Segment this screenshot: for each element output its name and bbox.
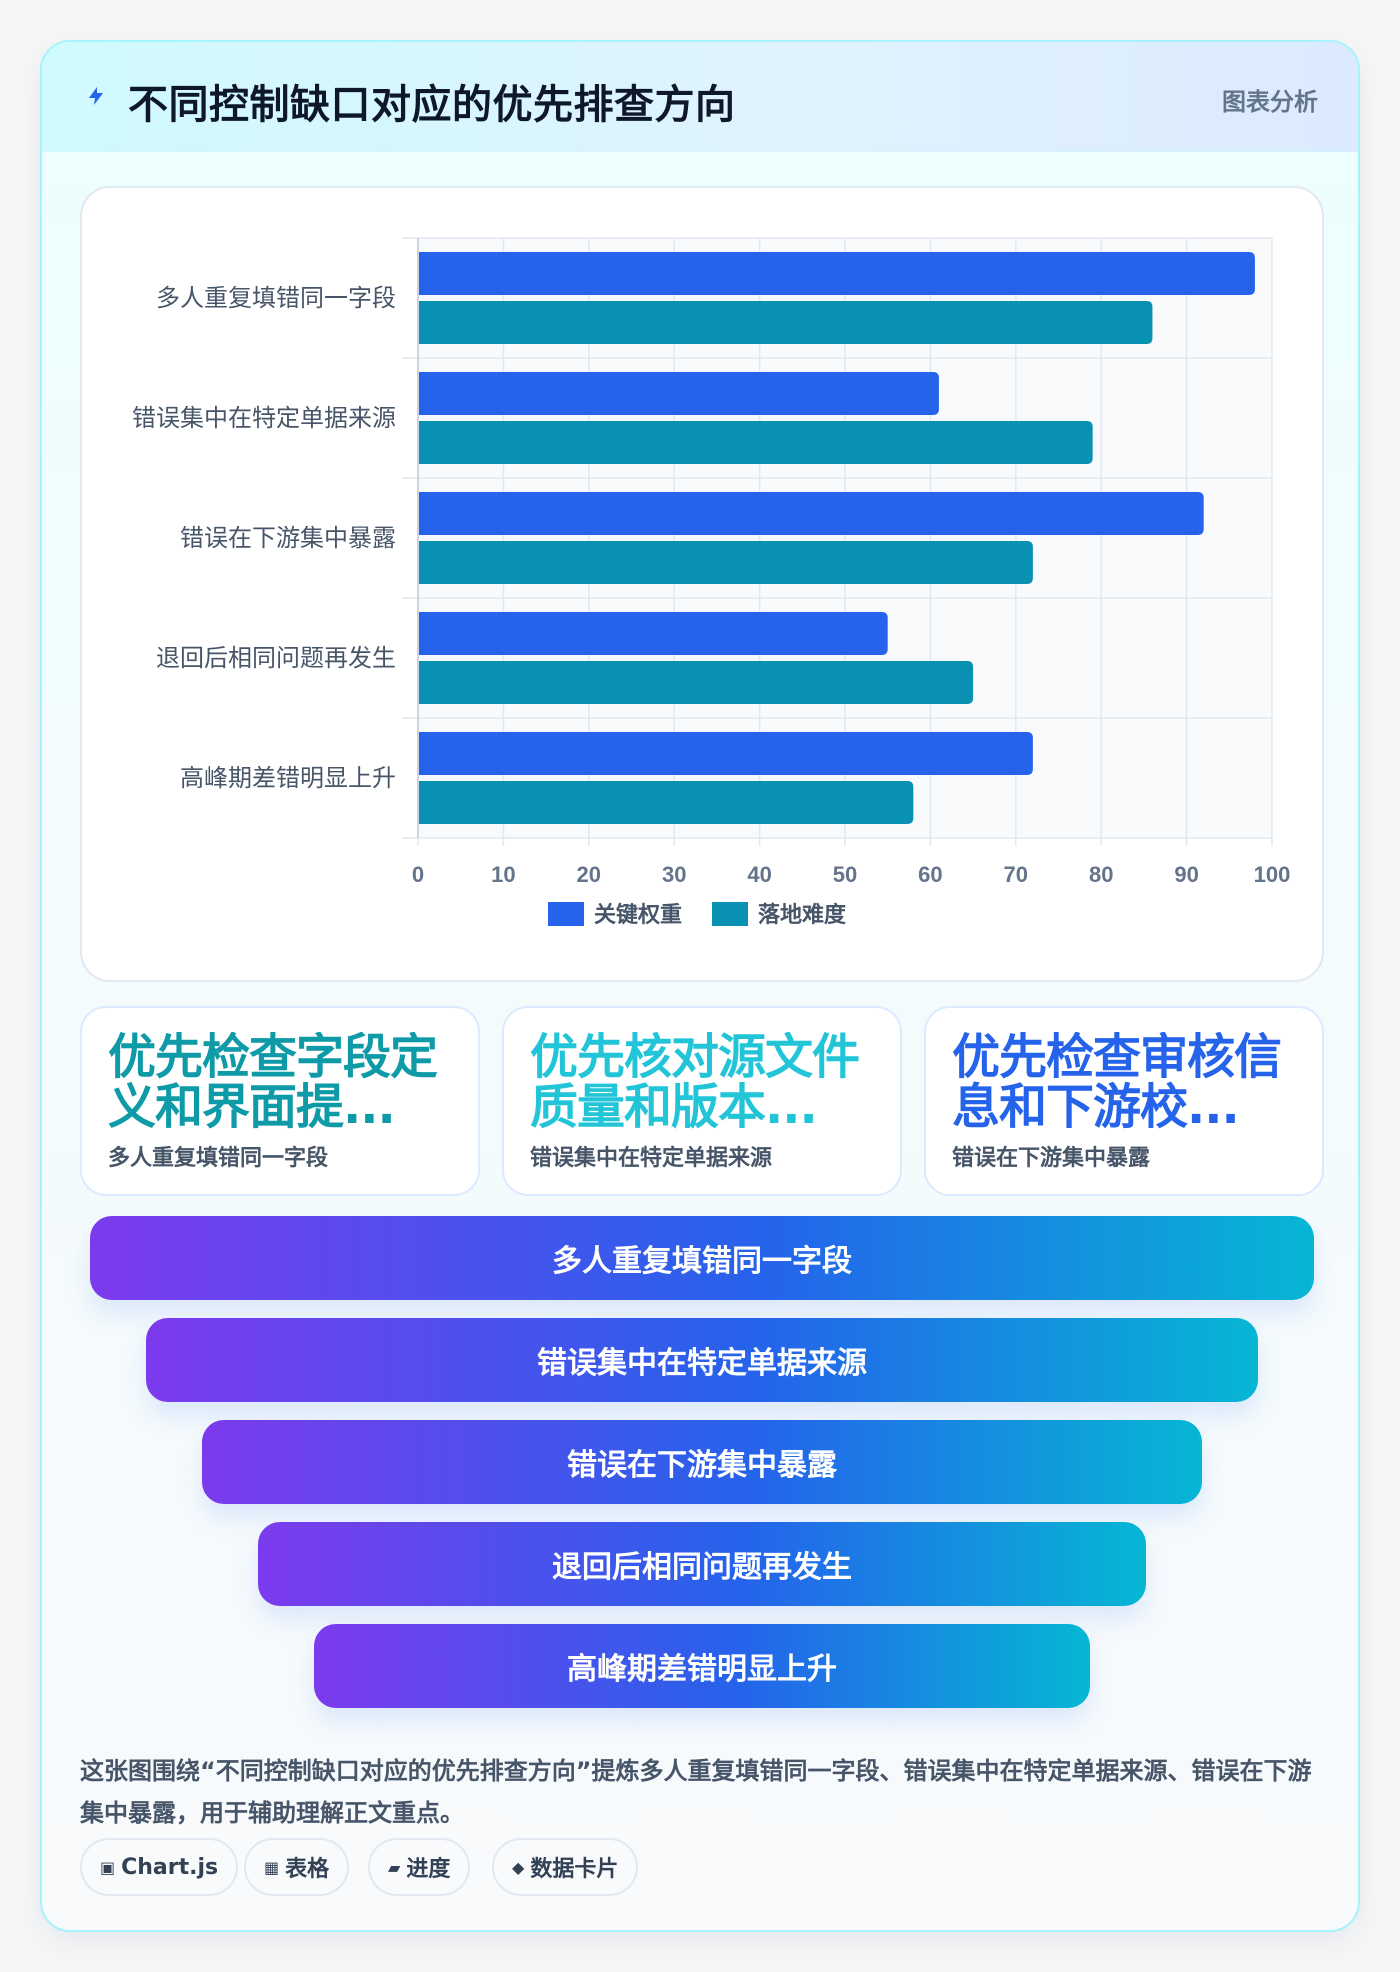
bar	[418, 781, 914, 824]
y-tick-label: 高峰期差错明显上升	[180, 764, 396, 792]
lightning-icon	[89, 87, 103, 105]
chip-label: 表格	[285, 1857, 330, 1882]
kpi-cards: 优先检查字段定义和界面提... 多人重复填错同一字段 优先核对源文件质量和版本.…	[80, 1006, 1324, 1196]
chart-summary: 这张图围绕“不同控制缺口对应的优先排查方向”提炼多人重复填错同一字段、错误集中在…	[80, 1757, 1312, 1827]
x-tick-label: 70	[1004, 862, 1028, 887]
legend-label: 关键权重	[594, 902, 682, 928]
chart-analysis-tag: 图表分析	[1222, 88, 1318, 116]
x-tick-label: 80	[1089, 862, 1113, 887]
kpi-subtitle: 错误集中在特定单据来源	[530, 1146, 773, 1171]
bar	[418, 492, 1204, 535]
progress-icon: ▰	[388, 1857, 401, 1877]
chip-label: Chart.js	[121, 1854, 219, 1880]
kpi-card-1: 优先检查字段定义和界面提... 多人重复填错同一字段	[80, 1006, 480, 1196]
kpi-title: 优先检查字段定义和界面提...	[108, 1032, 438, 1132]
kpi-subtitle: 错误在下游集中暴露	[952, 1146, 1151, 1171]
legend-swatch	[548, 902, 584, 926]
chip-progress[interactable]: ▰ 进度	[368, 1838, 471, 1896]
chart-title: 不同控制缺口对应的优先排查方向	[128, 82, 736, 128]
bar	[418, 301, 1153, 344]
chip-data-card[interactable]: ◆ 数据卡片	[492, 1838, 639, 1896]
bar	[418, 732, 1033, 775]
kpi-card-3: 优先检查审核信息和下游校... 错误在下游集中暴露	[924, 1006, 1324, 1196]
y-tick-label: 错误在下游集中暴露	[180, 524, 396, 552]
bar	[418, 661, 974, 704]
funnel-step: 多人重复填错同一字段	[90, 1216, 1314, 1300]
chip-label: 数据卡片	[530, 1857, 619, 1882]
kpi-card-2: 优先核对源文件质量和版本... 错误集中在特定单据来源	[502, 1006, 902, 1196]
table-icon: ▦	[264, 1857, 280, 1877]
kpi-title: 优先核对源文件质量和版本...	[530, 1032, 860, 1132]
y-tick-label: 退回后相同问题再发生	[156, 644, 396, 672]
bar	[418, 612, 888, 655]
x-tick-label: 10	[491, 862, 515, 887]
kpi-title: 优先检查审核信息和下游校...	[952, 1032, 1282, 1132]
x-tick-label: 50	[833, 862, 857, 887]
x-tick-label: 90	[1174, 862, 1198, 887]
funnel-step: 错误在下游集中暴露	[202, 1420, 1202, 1504]
x-tick-label: 40	[747, 862, 771, 887]
y-tick-label: 错误集中在特定单据来源	[132, 404, 396, 432]
legend-label: 落地难度	[758, 902, 847, 928]
bar	[418, 372, 939, 415]
y-tick-label: 多人重复填错同一字段	[156, 284, 396, 312]
x-tick-label: 30	[662, 862, 686, 887]
diamond-icon: ◆	[512, 1857, 525, 1877]
bar	[418, 541, 1033, 584]
chip-label: 进度	[406, 1857, 451, 1882]
bar-chart-panel: 0 10 20 30 40 50 60 70 80 90 100 多人重复填错同一字段错误集中在特定单…	[80, 186, 1324, 982]
analysis-card: 不同控制缺口对应的优先排查方向 图表分析 0 10 20 30 40 50 60 70 80 90…	[40, 40, 1360, 1932]
x-tick-label: 100	[1254, 862, 1291, 887]
funnel-step: 退回后相同问题再发生	[258, 1522, 1146, 1606]
x-tick-label: 60	[918, 862, 942, 887]
priority-funnel: 多人重复填错同一字段 错误集中在特定单据来源 错误在下游集中暴露 退回后相同问题…	[42, 1216, 1358, 1736]
bar-chart: 0 10 20 30 40 50 60 70 80 90 100 多人重复填错同一字段错误集中在特定单…	[132, 237, 1291, 928]
funnel-step: 错误集中在特定单据来源	[146, 1318, 1258, 1402]
kpi-subtitle: 多人重复填错同一字段	[108, 1146, 329, 1171]
legend-swatch	[712, 902, 748, 926]
chart-icon: ▣	[100, 1857, 116, 1877]
card-header: 不同控制缺口对应的优先排查方向 图表分析	[42, 42, 1358, 152]
chip-table[interactable]: ▦ 表格	[244, 1838, 350, 1896]
funnel-step: 高峰期差错明显上升	[314, 1624, 1090, 1708]
bar	[418, 252, 1255, 295]
bar	[418, 421, 1093, 464]
x-tick-label: 20	[577, 862, 601, 887]
x-tick-label: 0	[412, 862, 424, 887]
chip-chartjs[interactable]: ▣ Chart.js	[80, 1838, 239, 1896]
